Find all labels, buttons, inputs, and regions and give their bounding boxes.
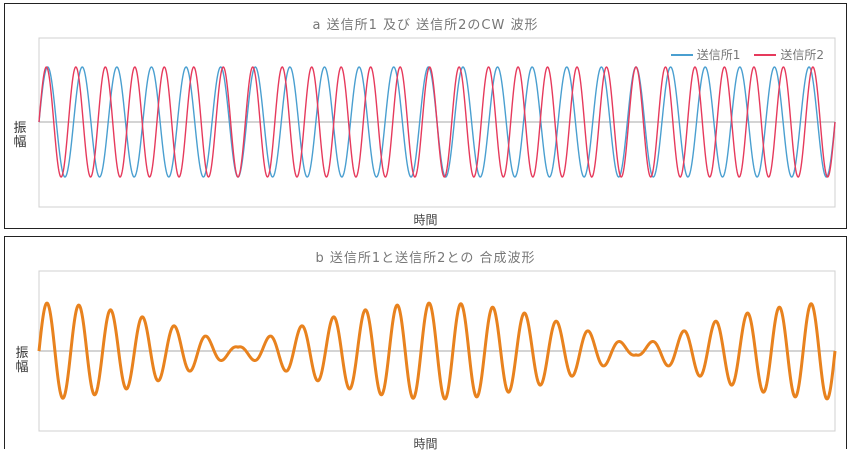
legend-label-series-2: 送信所2 xyxy=(780,48,824,62)
legend-swatch-series-2 xyxy=(754,53,777,56)
legend-swatch-series-1 xyxy=(670,53,693,56)
series-line-2 xyxy=(38,66,836,178)
plot-area-b xyxy=(37,270,837,432)
x-axis-label-b: 時間 xyxy=(413,437,438,451)
chart-title-b: b 送信所1と送信所2との 合成波形 xyxy=(315,251,536,266)
chart-panel-a: a 送信所1 及び 送信所2のCW 波形 振幅 時間 送信所1 送信所2 xyxy=(4,3,847,229)
legend-label-series-1: 送信所1 xyxy=(696,48,741,62)
y-axis-label-b: 振幅 xyxy=(15,346,29,375)
chart-panel-b: b 送信所1と送信所2との 合成波形 振幅 時間 xyxy=(4,236,847,451)
chart-title-a: a 送信所1 及び 送信所2のCW 波形 xyxy=(312,18,539,33)
legend-item-series-2: 送信所2 xyxy=(754,46,824,63)
x-axis-label-a: 時間 xyxy=(413,213,438,227)
plot-area-a xyxy=(38,37,836,208)
y-axis-label-a: 振幅 xyxy=(13,121,27,150)
legend-item-series-1: 送信所1 xyxy=(670,46,741,63)
series-line-composite xyxy=(37,301,837,401)
legend-a: 送信所1 送信所2 xyxy=(670,46,824,63)
